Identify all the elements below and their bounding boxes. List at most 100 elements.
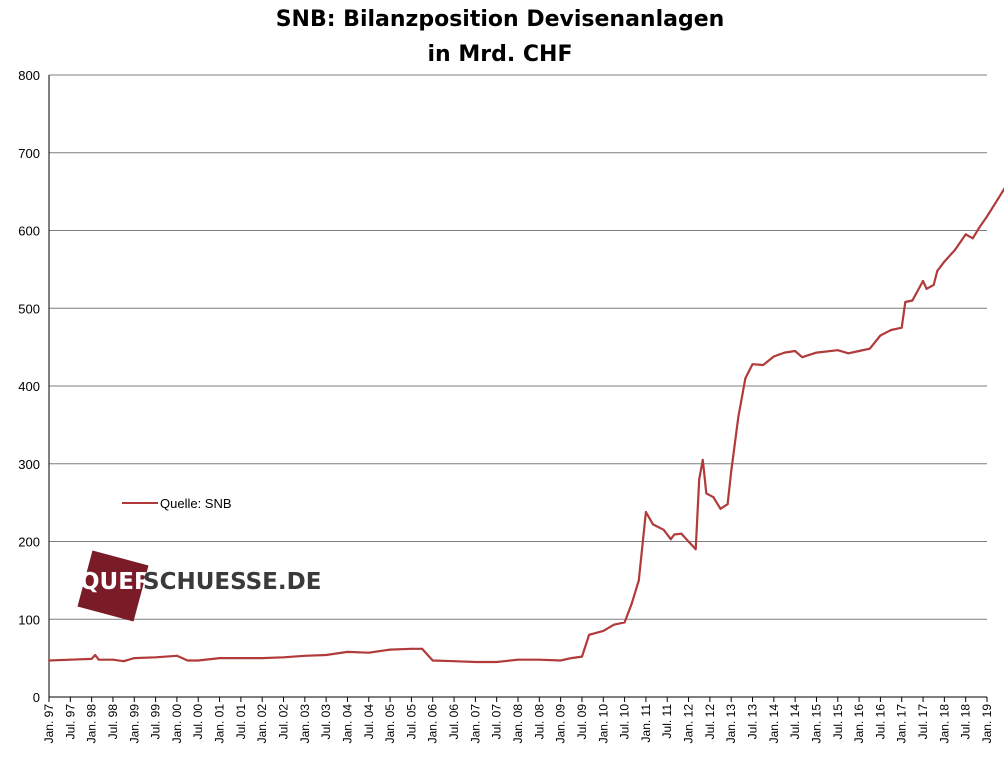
data-point (996, 198, 999, 201)
x-tick-label: Jan. 06 (426, 704, 440, 744)
data-point (772, 355, 775, 358)
x-tick-label: Jul. 00 (191, 704, 205, 740)
data-point (900, 326, 903, 329)
x-tick-label: Jan. 13 (724, 704, 738, 744)
x-tick-label: Jan. 18 (937, 704, 951, 744)
x-tick-label: Jul. 08 (532, 704, 546, 740)
data-point (197, 659, 200, 662)
data-point (879, 334, 882, 337)
data-point (868, 347, 871, 350)
x-tick-label: Jan. 14 (767, 704, 781, 744)
data-point (588, 633, 591, 636)
data-points (48, 198, 999, 664)
chart-title-line-1: SNB: Bilanzposition Devisenanlagen (276, 7, 725, 32)
x-tick-label: Jan. 02 (255, 704, 269, 744)
x-tick-label: Jul. 14 (788, 704, 802, 740)
x-tick-label: Jul. 98 (106, 704, 120, 740)
data-point (580, 655, 583, 658)
data-point (602, 629, 605, 632)
x-tick-label: Jan. 09 (554, 704, 568, 744)
x-tick-label: Jul. 02 (277, 704, 291, 740)
data-point (652, 523, 655, 526)
data-point (794, 350, 797, 353)
data-point (954, 248, 957, 251)
data-point (261, 657, 264, 660)
data-point (282, 656, 285, 659)
x-tick-label: Jul. 12 (703, 704, 717, 740)
data-point (932, 283, 935, 286)
y-axis-tick-labels: 0 100 200 300 400 500 600 700 800 (18, 68, 40, 705)
data-point (783, 351, 786, 354)
querschuesse-logo: QUER SCHUESSE.DE (77, 550, 321, 622)
data-point (911, 299, 914, 302)
x-tick-label: Jan. 04 (340, 704, 354, 744)
data-point (612, 623, 615, 626)
x-tick-label: Jul. 03 (319, 704, 333, 740)
data-point (186, 659, 189, 662)
x-tick-label: Jan. 97 (42, 704, 56, 744)
data-point (69, 658, 72, 661)
x-tick-label: Jan. 08 (511, 704, 525, 744)
data-point (474, 661, 477, 664)
data-point (701, 458, 704, 461)
x-axis-tick-labels: Jan. 97 Jul. 97 Jan. 98 Jul. 98 Jan. 99 Jul. … (42, 704, 994, 744)
x-tick-label: Jan. 19 (980, 704, 994, 744)
data-point (495, 661, 498, 664)
y-tick-label: 800 (18, 68, 40, 83)
y-tick-label: 0 (33, 690, 40, 705)
data-point (570, 657, 573, 660)
data-point (737, 416, 740, 419)
x-tick-label: Jul. 10 (618, 704, 632, 740)
y-tick-label: 200 (18, 535, 40, 550)
x-tick-label: Jul. 97 (63, 704, 77, 740)
data-point (48, 659, 50, 662)
x-tick-label: Jan. 05 (383, 704, 397, 744)
data-point (630, 602, 633, 605)
data-point (698, 478, 701, 481)
data-point (978, 225, 981, 228)
data-point (239, 657, 242, 660)
x-tick-label: Jul. 05 (404, 704, 418, 740)
data-point (97, 658, 100, 661)
x-tick-label: Jul. 01 (234, 704, 248, 740)
data-point (175, 654, 178, 657)
data-point (669, 538, 672, 541)
data-point (971, 237, 974, 240)
legend-label: Quelle: SNB (160, 496, 232, 511)
data-point (680, 532, 683, 535)
data-point (637, 579, 640, 582)
grid-lines (49, 74, 987, 620)
x-tick-label: Jan. 16 (852, 704, 866, 744)
x-tick-label: Jul. 06 (447, 704, 461, 740)
data-point (122, 660, 125, 663)
x-tick-label: Jul. 09 (575, 704, 589, 740)
data-point (751, 363, 754, 366)
data-point (801, 356, 804, 359)
data-point (904, 301, 907, 304)
data-point (925, 287, 928, 290)
data-point (694, 548, 697, 551)
x-tick-label: Jan. 17 (895, 704, 909, 744)
chart-title-line-2: in Mrd. CHF (428, 42, 573, 67)
data-point (836, 349, 839, 352)
data-point (847, 352, 850, 355)
logo-square (77, 550, 149, 622)
x-tick-label: Jul. 17 (916, 704, 930, 740)
y-tick-label: 400 (18, 379, 40, 394)
y-tick-label: 100 (18, 612, 40, 627)
x-tick-label: Jul. 11 (660, 704, 674, 739)
x-tick-label: Jan. 07 (468, 704, 482, 744)
x-tick-label: Jan. 12 (682, 704, 696, 744)
data-point (559, 659, 562, 662)
data-point (936, 269, 939, 272)
x-tick-label: Jan. 03 (298, 704, 312, 744)
x-tick-label: Jan. 99 (127, 704, 141, 744)
data-point (815, 351, 818, 354)
data-point (744, 377, 747, 380)
data-point (712, 496, 715, 499)
x-tick-label: Jul. 16 (873, 704, 887, 740)
data-point (726, 503, 729, 506)
data-point (673, 533, 676, 536)
x-tick-label: Jan. 11 (639, 704, 653, 743)
y-tick-label: 500 (18, 301, 40, 316)
